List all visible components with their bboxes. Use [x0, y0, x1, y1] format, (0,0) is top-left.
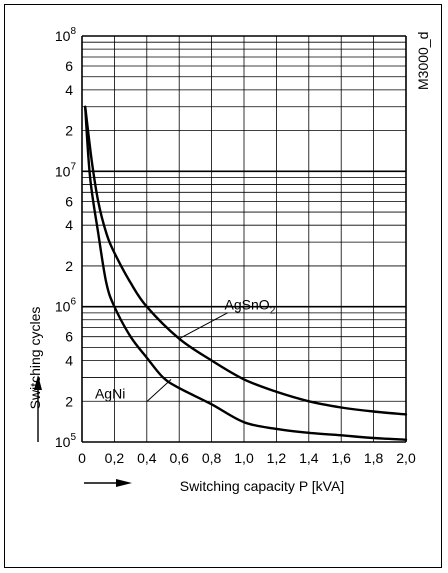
x-tick-label: 2,0: [396, 450, 416, 466]
series-line-agsno2: [84, 105, 408, 416]
grid-minor: [82, 36, 406, 442]
y-tick-label: 4: [65, 353, 73, 369]
y-tick-label: 6: [65, 329, 73, 345]
x-axis-arrow: [84, 479, 132, 487]
x-tick-label: 1,4: [299, 450, 319, 466]
y-tick-label: 4: [65, 82, 73, 98]
y-tick-label: 107: [55, 161, 77, 179]
y-tick-label: 6: [65, 58, 73, 74]
leader-line-agni: [146, 379, 172, 403]
figure-id: M3000_d: [415, 32, 431, 90]
y-tick-label: 106: [55, 297, 77, 315]
y-tick-label: 2: [65, 123, 73, 139]
y-tick-label: 2: [65, 258, 73, 274]
x-tick-label: 1,6: [331, 450, 351, 466]
series-label-agsno2: AgSnO2: [225, 297, 276, 317]
y-tick-label: 105: [55, 432, 77, 450]
y-tick-labels: 108 6 4 2 107 6 4 2 106 6 4 2 105: [55, 26, 77, 450]
leader-line-agsno2: [178, 312, 229, 340]
x-tick-label: 0,4: [137, 450, 157, 466]
y-axis-label: Switching cycles: [27, 307, 43, 410]
x-tick-label: 0,6: [169, 450, 189, 466]
x-tick-label: 0,8: [202, 450, 222, 466]
x-tick-label: 0,2: [105, 450, 125, 466]
y-tick-label: 108: [55, 26, 77, 44]
x-tick-label: 0: [78, 450, 86, 466]
y-tick-label: 4: [65, 217, 73, 233]
x-tick-label: 1,8: [364, 450, 384, 466]
x-tick-labels: 0 0,2 0,4 0,6 0,8 1,0 1,2 1,4 1,6 1,8 2,0: [78, 450, 416, 466]
x-axis-label: Switching capacity P [kVA]: [180, 478, 344, 494]
chart-frame: [4, 4, 442, 568]
series-line-agni: [84, 105, 408, 441]
x-tick-label: 1,2: [267, 450, 287, 466]
y-tick-label: 2: [65, 393, 73, 409]
x-tick-label: 1,0: [234, 450, 254, 466]
y-axis-arrow: [34, 375, 42, 442]
grid-major: [81, 35, 407, 443]
series-layer: AgSnO2 AgNi: [84, 105, 408, 441]
y-tick-label: 6: [65, 193, 73, 209]
series-label-agni: AgNi: [95, 386, 125, 402]
